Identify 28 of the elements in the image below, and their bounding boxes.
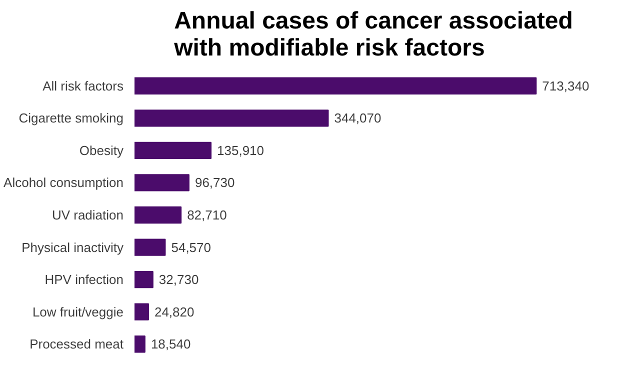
y-tick-label: UV radiation [52, 208, 124, 222]
data-label: 24,820 [154, 304, 194, 320]
data-label: 96,730 [194, 175, 235, 190]
y-tick-label: Alcohol consumption [4, 175, 124, 190]
data-label: 54,570 [171, 240, 211, 255]
bar [134, 142, 212, 160]
data-label: 135,910 [217, 142, 264, 158]
data-label: 344,070 [334, 110, 382, 126]
y-tick-label: HPV infection [44, 272, 124, 288]
y-tick-label: Processed meat [30, 336, 124, 352]
bar [134, 77, 537, 94]
y-tick-label: Low fruit/veggie [32, 304, 124, 320]
chart-title: Annual cases of cancer associated with modifiable risk factors [173, 8, 573, 62]
bar [134, 206, 182, 224]
data-label: 32,730 [158, 272, 199, 288]
bar [134, 174, 190, 192]
data-label: 713,340 [542, 78, 590, 94]
y-tick-label: Obesity [79, 142, 124, 158]
data-label: 82,710 [187, 208, 227, 222]
bar [134, 238, 166, 256]
bar [134, 110, 329, 127]
bar [134, 270, 154, 288]
y-tick-label: Cigarette smoking [18, 110, 124, 126]
bar [134, 336, 146, 353]
y-tick-label: Physical inactivity [22, 240, 124, 255]
y-tick-label: All risk factors [42, 78, 124, 94]
bar [134, 303, 149, 320]
data-label: 18,540 [150, 336, 191, 352]
